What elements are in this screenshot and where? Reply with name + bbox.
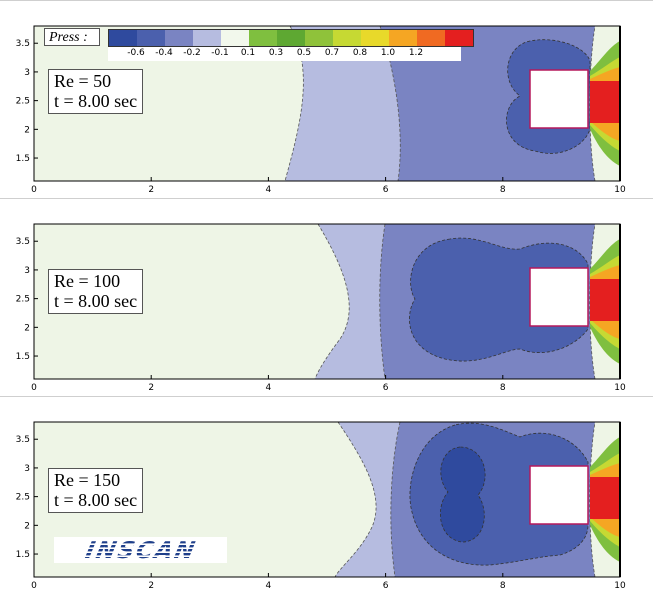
legend-swatch — [445, 30, 473, 46]
y-tick-label: 2.5 — [16, 295, 30, 305]
legend-level-labels: -0.6 -0.4 -0.2 -0.1 0.1 0.3 0.5 0.7 0.8 1.0 1.2 — [108, 47, 461, 61]
contour-level-minus-0-6 — [440, 446, 486, 543]
y-tick-label: 1.5 — [16, 550, 30, 560]
x-tick-label: 0 — [31, 581, 37, 591]
legend-title: Press : — [44, 28, 100, 46]
x-tick-label: 6 — [383, 185, 389, 195]
run-label-box: Re = 100 t = 8.00 sec — [48, 269, 144, 314]
inscan-logo-graphic: INSCAN — [83, 537, 199, 564]
axis-ticks: 0 2 4 6 8 10 1.5 2 2.5 3 3.5 — [16, 237, 626, 393]
legend-swatch — [221, 30, 249, 46]
contour-plot-re100: 0 2 4 6 8 10 1.5 2 2.5 3 3.5 — [16, 223, 626, 393]
run-label-box: Re = 150 t = 8.00 sec — [48, 468, 144, 513]
legend-level-label: 0.5 — [296, 48, 312, 58]
inscan-logo: INSCAN — [54, 537, 227, 564]
legend-swatch — [361, 30, 389, 46]
legend-level-label: -0.1 — [211, 48, 229, 58]
y-tick-label: 2 — [24, 521, 30, 531]
y-tick-label: 1.5 — [16, 154, 30, 164]
legend-swatch — [333, 30, 361, 46]
plot-frame — [33, 223, 621, 380]
contour-panel-re100: 0 2 4 6 8 10 1.5 2 2.5 3 3.5 Re = 100 t = 8.00 sec — [0, 198, 653, 393]
y-tick-label: 3.5 — [16, 39, 30, 49]
x-tick-label: 2 — [148, 581, 154, 591]
contour-panel-re50: 0 2 4 6 8 10 1.5 2 2.5 3 3.5 Re = 50 t = 8.00 sec … — [0, 0, 653, 195]
y-tick-label: 3 — [24, 464, 30, 474]
y-tick-label: 2.5 — [16, 493, 30, 503]
x-tick-label: 0 — [31, 185, 37, 195]
y-tick-label: 3.5 — [16, 435, 30, 445]
y-tick-label: 2 — [24, 323, 30, 333]
x-tick-label: 8 — [500, 581, 506, 591]
legend-swatch — [277, 30, 305, 46]
legend-level-label: 1.0 — [380, 48, 396, 58]
legend-color-bar — [108, 29, 474, 47]
contour-plot-re150: 0 2 4 6 8 10 1.5 2 2.5 3 3.5 — [16, 421, 626, 591]
reynolds-label: Re = 50 — [54, 71, 112, 91]
plot-frame — [33, 421, 621, 578]
contour-level-1-2 — [590, 279, 620, 321]
y-tick-label: 2.5 — [16, 97, 30, 107]
x-tick-label: 10 — [614, 185, 626, 195]
y-tick-label: 3 — [24, 68, 30, 78]
legend-level-label: -0.6 — [127, 48, 145, 58]
axis-ticks: 0 2 4 6 8 10 1.5 2 2.5 3 3.5 — [16, 435, 626, 591]
legend-level-label: 1.2 — [408, 48, 424, 58]
x-tick-label: 6 — [383, 383, 389, 393]
square-obstacle — [529, 465, 589, 525]
legend-level-label: 0.7 — [324, 48, 340, 58]
x-tick-label: 4 — [266, 581, 272, 591]
legend-level-label: -0.4 — [155, 48, 173, 58]
x-tick-label: 10 — [614, 581, 626, 591]
time-label: t = 8.00 sec — [54, 291, 138, 311]
legend-level-label: 0.3 — [268, 48, 284, 58]
legend-level-label: 0.1 — [240, 48, 256, 58]
plot-frame — [33, 25, 621, 182]
legend-swatch — [193, 30, 221, 46]
legend-level-label: 0.8 — [352, 48, 368, 58]
reynolds-label: Re = 100 — [54, 271, 121, 291]
legend-swatch — [305, 30, 333, 46]
y-tick-label: 3 — [24, 266, 30, 276]
contour-level-1-2 — [590, 81, 620, 123]
square-obstacle — [529, 267, 589, 327]
x-tick-label: 4 — [266, 383, 272, 393]
square-obstacle — [529, 69, 589, 129]
legend-swatch — [389, 30, 417, 46]
time-label: t = 8.00 sec — [54, 490, 138, 510]
time-label: t = 8.00 sec — [54, 91, 138, 111]
y-tick-label: 3.5 — [16, 237, 30, 247]
x-tick-label: 8 — [500, 383, 506, 393]
x-tick-label: 2 — [148, 185, 154, 195]
legend-swatch — [109, 30, 137, 46]
x-tick-label: 2 — [148, 383, 154, 393]
reynolds-label: Re = 150 — [54, 470, 121, 490]
legend-swatch — [137, 30, 165, 46]
run-label-box: Re = 50 t = 8.00 sec — [48, 69, 144, 114]
x-tick-label: 0 — [31, 383, 37, 393]
contour-level-1-2 — [590, 477, 620, 519]
y-tick-label: 1.5 — [16, 352, 30, 362]
x-tick-label: 10 — [614, 383, 626, 393]
legend-swatch — [249, 30, 277, 46]
axis-ticks: 0 2 4 6 8 10 1.5 2 2.5 3 3.5 — [16, 39, 626, 195]
y-tick-label: 2 — [24, 125, 30, 135]
legend-level-label: -0.2 — [183, 48, 201, 58]
x-tick-label: 8 — [500, 185, 506, 195]
legend-swatch — [417, 30, 445, 46]
logo-text: INSCAN — [83, 537, 199, 563]
legend-swatch — [165, 30, 193, 46]
x-tick-label: 4 — [266, 185, 272, 195]
x-tick-label: 6 — [383, 581, 389, 591]
